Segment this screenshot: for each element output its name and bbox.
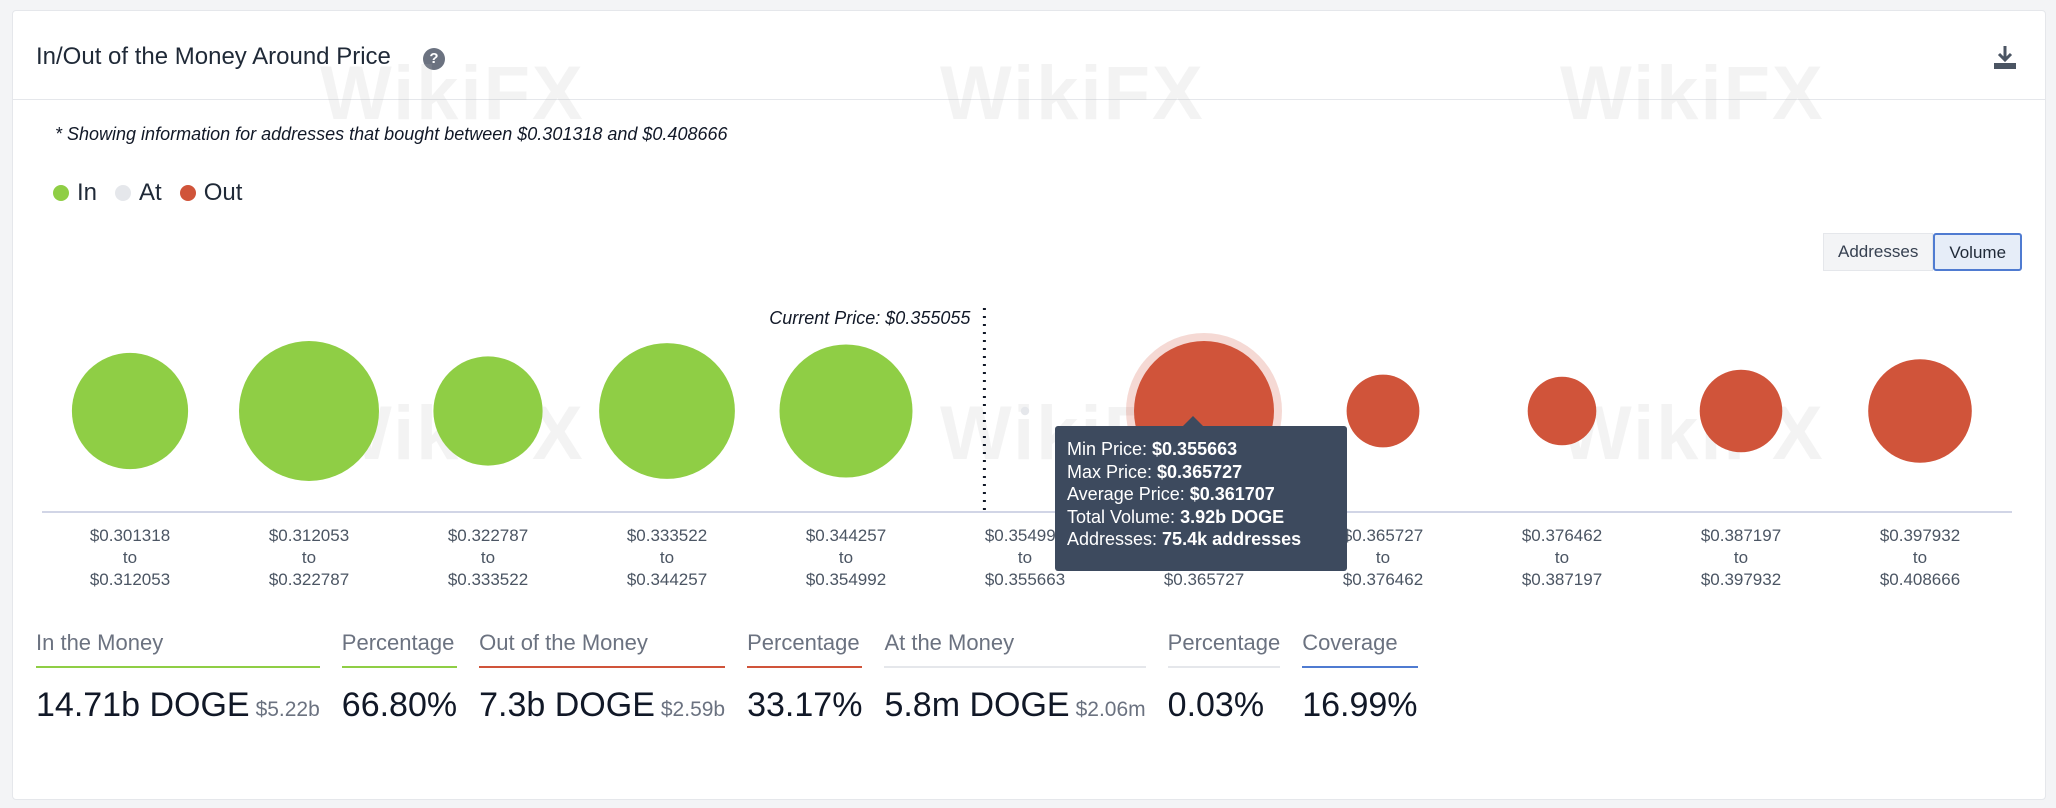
tick-label: $0.344257 (627, 570, 707, 589)
tick-label: $0.322787 (269, 570, 349, 589)
tooltip-row: Max Price: $0.365727 (1067, 461, 1243, 482)
legend-label-at: At (139, 179, 162, 206)
stat-value: 16.99% (1302, 686, 1418, 724)
card-header: In/Out of the Money Around Price ? (13, 11, 2045, 100)
stat-label: In the Money (36, 630, 320, 668)
tick-label: to (839, 548, 853, 567)
tick-label: $0.333522 (627, 526, 707, 545)
tick-label: $0.376462 (1522, 526, 1602, 545)
legend-dot-at (115, 185, 132, 201)
tick-label: to (1734, 548, 1748, 567)
stat-label: Percentage (1167, 630, 1281, 668)
tick-label: $0.365727 (1164, 570, 1244, 589)
current-price-label: Current Price: $0.355055 (769, 308, 971, 328)
tick-label: $0.408666 (1880, 570, 1960, 589)
summary-stats: In the Money 14.71b DOGE $5.22b Percentag… (36, 630, 1418, 725)
bubble-at[interactable] (1020, 406, 1030, 416)
legend-item-out[interactable]: Out (179, 179, 243, 207)
legend-dot-in (53, 185, 69, 201)
range-note: * Showing information for addresses that… (55, 124, 728, 144)
tick-label: $0.365727 (1343, 526, 1423, 545)
tick-label: $0.322787 (448, 526, 528, 545)
chart-legend: In At Out (53, 179, 242, 207)
legend-label-in: In (77, 179, 98, 206)
stat-value: 5.8m DOGE $2.06m (884, 686, 1146, 724)
tick-label: to (1555, 548, 1569, 567)
tick-label: $0.333522 (448, 570, 528, 589)
stat-value: 0.03% (1167, 686, 1265, 724)
question-circle-icon[interactable]: ? (423, 48, 445, 70)
tick-label: $0.344257 (806, 526, 886, 545)
tick-label: $0.397932 (1701, 570, 1781, 589)
tick-label: $0.312053 (269, 526, 349, 545)
bubble-in[interactable] (779, 344, 913, 478)
tick-label: to (123, 548, 137, 567)
tick-label: $0.354992 (985, 526, 1065, 545)
stat-label: At the Money (884, 630, 1146, 668)
stat-label: Coverage (1302, 630, 1418, 668)
bubble-tooltip: Min Price: $0.355663 Max Price: $0.36572… (1055, 416, 1347, 571)
stat-value: 14.71b DOGE $5.22b (36, 686, 320, 724)
tick-label: $0.376462 (1343, 570, 1423, 589)
metric-toggle: Addresses Volume (1823, 233, 2023, 271)
bubble-out[interactable] (1346, 374, 1420, 448)
stat-out-percentage: Percentage 33.17% (747, 630, 863, 725)
tick-label: $0.312053 (90, 570, 170, 589)
legend-item-at[interactable]: At (115, 179, 162, 207)
stat-value: 33.17% (747, 686, 863, 724)
tick-label: $0.387197 (1522, 570, 1602, 589)
tick-label: to (481, 548, 495, 567)
stat-value: 7.3b DOGE $2.59b (479, 686, 726, 724)
tooltip-row: Average Price: $0.361707 (1067, 484, 1275, 504)
addresses-button[interactable]: Addresses (1823, 233, 1934, 271)
stat-label: Percentage (747, 630, 863, 668)
stat-label: Out of the Money (479, 630, 726, 668)
bubble-in[interactable] (239, 341, 379, 481)
tick-label: $0.397932 (1880, 526, 1960, 545)
stat-value: 66.80% (341, 686, 458, 724)
bubble-chart: $0.301318 to $0.312053 $0.312053 to $0.322787… (42, 308, 2012, 589)
bubble-in[interactable] (71, 352, 189, 470)
tick-label: to (1018, 548, 1032, 567)
tick-label: to (1913, 548, 1927, 567)
tick-label: to (302, 548, 316, 567)
tooltip-row: Addresses: 75.4k addresses (1067, 529, 1302, 549)
stat-at-percentage: Percentage 0.03% (1167, 630, 1281, 725)
tick-label: $0.387197 (1701, 526, 1781, 545)
download-icon[interactable] (1989, 41, 2021, 73)
tick-label: $0.355663 (985, 570, 1065, 589)
bubble-in[interactable] (433, 356, 543, 466)
legend-dot-out (179, 185, 196, 201)
tick-label: $0.354992 (806, 570, 886, 589)
stat-out-of-the-money: Out of the Money 7.3b DOGE $2.59b (479, 630, 726, 725)
tooltip-row: Total Volume: 3.92b DOGE (1067, 506, 1285, 527)
bubble-out[interactable] (1699, 369, 1783, 453)
bubble-out[interactable] (1868, 359, 1972, 463)
tick-label: to (660, 548, 674, 567)
tooltip-row: Min Price: $0.355663 (1067, 439, 1238, 459)
stat-coverage: Coverage 16.99% (1302, 630, 1418, 725)
stat-in-the-money: In the Money 14.71b DOGE $5.22b (36, 630, 320, 725)
stat-at-the-money: At the Money 5.8m DOGE $2.06m (884, 630, 1146, 725)
stat-label: Percentage (341, 630, 458, 668)
bubble-out[interactable] (1527, 376, 1597, 446)
legend-item-in[interactable]: In (53, 179, 97, 207)
legend-label-out: Out (203, 179, 243, 206)
card-title: In/Out of the Money Around Price (36, 43, 391, 70)
volume-button[interactable]: Volume (1933, 233, 2023, 271)
tick-label: $0.301318 (90, 526, 170, 545)
tick-label: to (1376, 548, 1390, 567)
stat-in-percentage: Percentage 66.80% (341, 630, 458, 725)
bubble-in[interactable] (599, 343, 735, 479)
